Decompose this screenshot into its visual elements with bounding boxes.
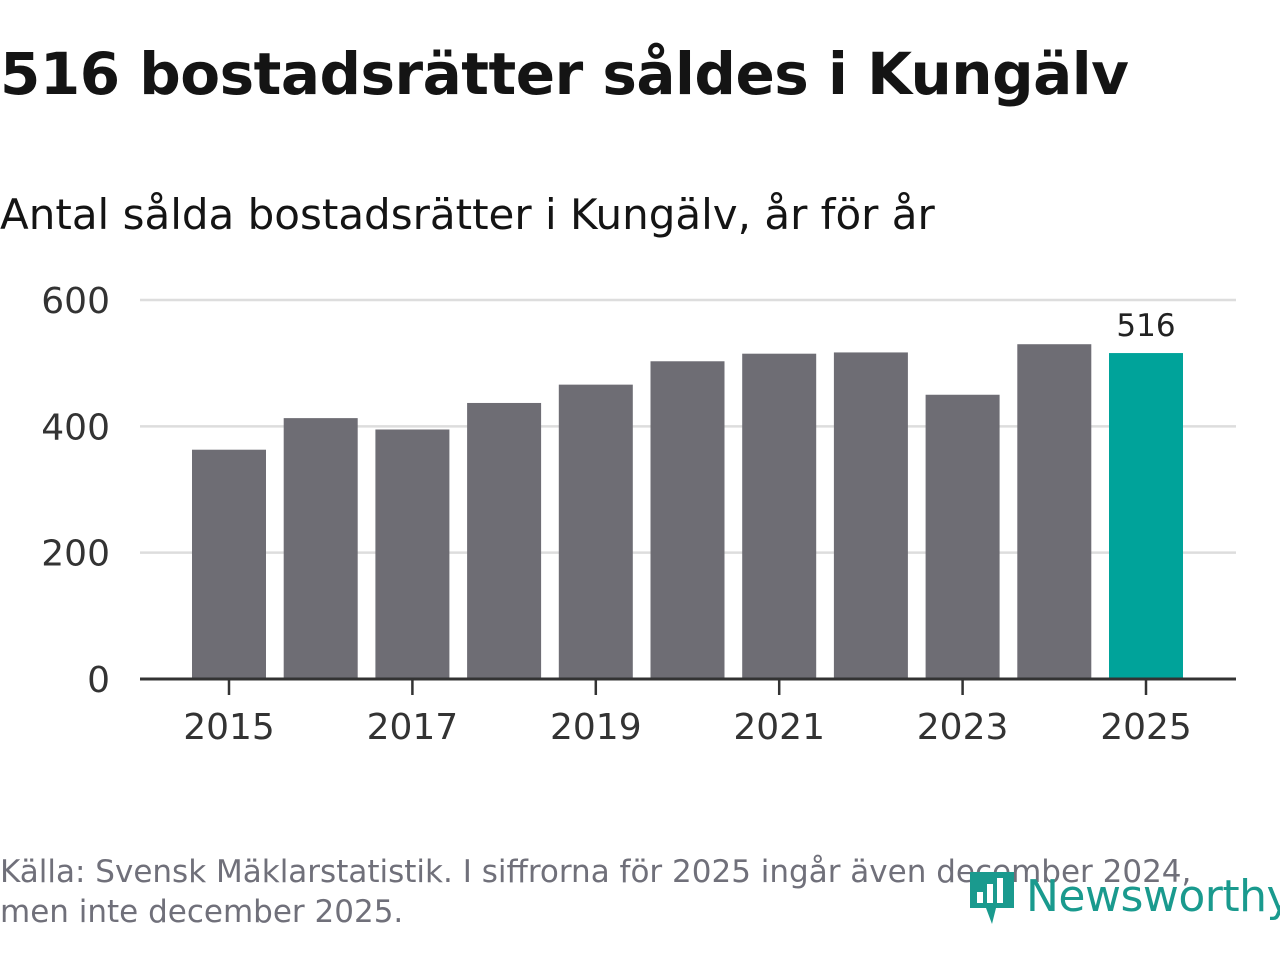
- y-tick-label-200: 200: [41, 534, 110, 575]
- bar-2022: [833, 352, 908, 679]
- bar-2016: [283, 418, 358, 679]
- bar-2015: [192, 449, 266, 679]
- chart-subtitle: Antal sålda bostadsrätter i Kungälv, år …: [0, 190, 935, 239]
- x-tick-label-2021: 2021: [733, 707, 825, 748]
- bar-2017: [375, 429, 450, 679]
- x-tick-label-2015: 2015: [183, 707, 275, 748]
- bar-2020: [650, 361, 725, 679]
- bar-chart: 0 200 400 600 516 2015 2017 2019 2021 2023 2025: [41, 281, 1236, 748]
- x-tick-label-2019: 2019: [550, 707, 642, 748]
- newsworthy-logo-icon: [970, 872, 1014, 924]
- x-tick-label-2025: 2025: [1100, 707, 1192, 748]
- bar-2024: [1017, 344, 1092, 679]
- newsworthy-logo: Newsworthy: [966, 866, 1280, 926]
- y-tick-label-0: 0: [87, 660, 110, 701]
- y-tick-label-400: 400: [41, 407, 110, 448]
- x-tick-label-2017: 2017: [367, 707, 459, 748]
- chart-title: 516 bostadsrätter såldes i Kungälv: [0, 40, 1129, 108]
- data-label-2025: 516: [1116, 308, 1175, 344]
- bar-2019: [558, 384, 633, 679]
- bar-2018: [467, 402, 542, 679]
- x-tick-label-2023: 2023: [917, 707, 1009, 748]
- newsworthy-logo-text: Newsworthy: [1026, 870, 1280, 922]
- bar-2023: [925, 394, 1000, 679]
- bar-2025: [1109, 353, 1183, 679]
- bar-2021: [742, 353, 817, 679]
- y-tick-label-600: 600: [41, 281, 110, 322]
